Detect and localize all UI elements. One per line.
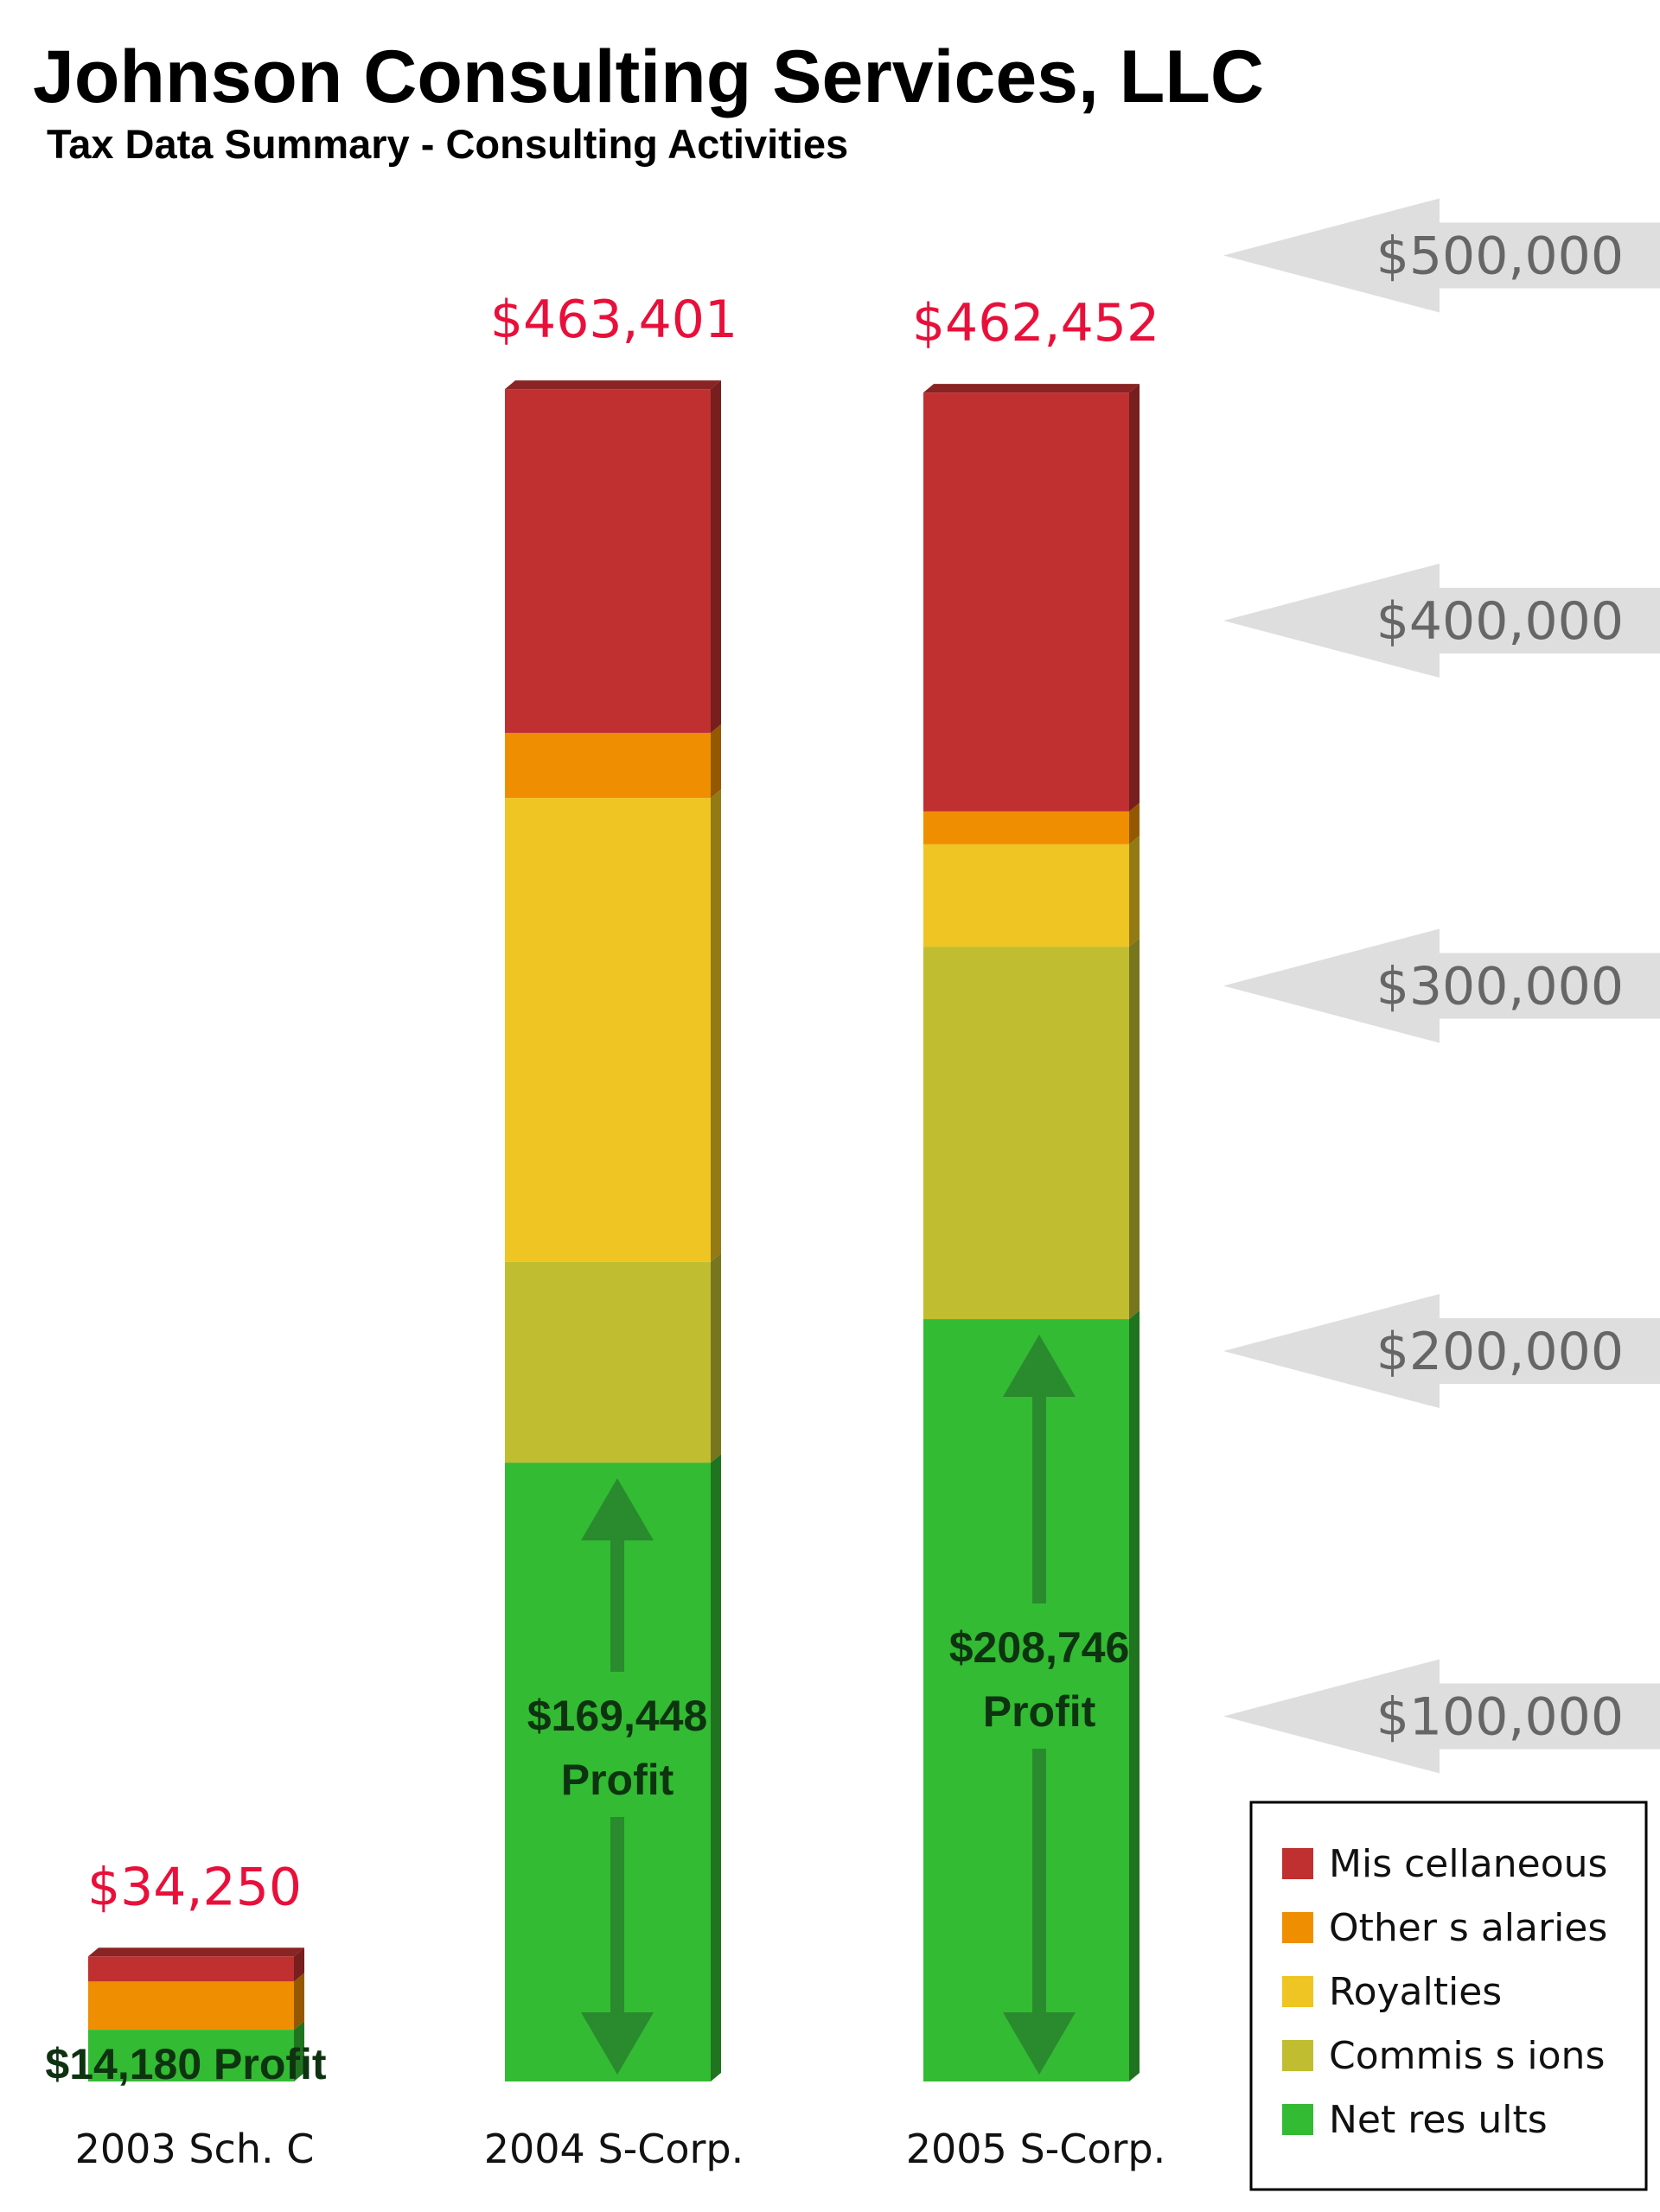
bar-segment-side	[1129, 938, 1140, 1320]
y-tick: $100,000	[1223, 1659, 1660, 1774]
legend-swatch	[1282, 2104, 1313, 2135]
bar-top-face	[505, 380, 721, 390]
bar-segment	[88, 1956, 294, 1982]
bar-total-label: $34,250	[87, 1857, 302, 1917]
y-tick-label: $300,000	[1376, 957, 1624, 1017]
y-tick-arrow	[1223, 928, 1660, 1043]
profit-word-label: Profit	[561, 1756, 674, 1804]
legend-label: Mis cellaneous	[1329, 1842, 1607, 1886]
bar-total-label: $463,401	[490, 290, 737, 350]
bar-segment-side	[294, 1973, 304, 2030]
arrow-up-icon	[581, 1478, 654, 1541]
arrow-stem	[610, 1539, 624, 1672]
y-tick: $300,000	[1223, 928, 1660, 1043]
y-tick-label: $400,000	[1376, 591, 1624, 652]
bar-segment	[923, 947, 1129, 1320]
chart-title: Johnson Consulting Services, LLC	[33, 35, 1264, 118]
bar-segment-side	[711, 1253, 721, 1463]
profit-value-label: $169,448	[527, 1692, 708, 1740]
profit-word-label: Profit	[983, 1687, 1096, 1736]
category-label: 2003 Sch. C	[75, 2126, 315, 2172]
y-tick: $200,000	[1223, 1294, 1660, 1408]
category-label: 2005 S-Corp.	[906, 2126, 1165, 2172]
arrow-down-icon	[1003, 2012, 1076, 2075]
legend-swatch	[1282, 1848, 1313, 1879]
bar-segment-side	[294, 1947, 304, 1982]
bar-segment	[505, 732, 711, 799]
legend-label: Royalties	[1329, 1970, 1502, 2014]
arrow-up-icon	[1003, 1335, 1076, 1398]
bar-segment	[88, 2030, 294, 2081]
y-tick: $500,000	[1223, 198, 1660, 313]
bar-segment-side	[711, 789, 721, 1262]
legend-swatch	[1282, 2040, 1313, 2071]
bar-segment	[88, 1981, 294, 2030]
y-tick-arrow	[1223, 564, 1660, 678]
bar-segment-side	[1129, 835, 1140, 947]
y-tick-arrow	[1223, 1294, 1660, 1408]
legend: Mis cellaneous Other s alaries Royalties Co…	[1249, 1801, 1648, 2191]
bar-segment	[923, 844, 1129, 947]
category-label: 2004 S-Corp.	[484, 2126, 744, 2172]
bar-segment	[505, 798, 711, 1262]
y-tick-label: $200,000	[1376, 1322, 1624, 1382]
bar-segment	[923, 811, 1129, 845]
y-tick-arrow	[1223, 198, 1660, 313]
arrow-stem	[1032, 1395, 1046, 1603]
bar-segment-side	[711, 1454, 721, 2081]
profit-annotation: $208,746 Profit	[949, 1335, 1130, 2075]
bar-segment-side	[711, 724, 721, 799]
arrow-stem	[610, 1817, 624, 2012]
bar-stack	[505, 380, 721, 2081]
bar-stack	[923, 384, 1140, 2081]
bar-segment-side	[711, 380, 721, 733]
legend-swatch	[1282, 1976, 1313, 2007]
legend-label: Net res ults	[1329, 2098, 1548, 2142]
chart-subtitle: Tax Data Summary - Consulting Activities	[47, 121, 848, 167]
y-tick: $400,000	[1223, 564, 1660, 678]
y-tick-arrow	[1223, 1659, 1660, 1774]
legend-swatch	[1282, 1912, 1313, 1943]
bar-segment-side	[1129, 1310, 1140, 2081]
bar-total-label: $462,452	[912, 293, 1159, 354]
profit-value-label: $208,746	[949, 1623, 1130, 1672]
y-tick-label: $100,000	[1376, 1687, 1624, 1748]
profit-annotation: $169,448 Profit	[527, 1478, 708, 2075]
y-tick-label: $500,000	[1376, 226, 1624, 287]
profit-label: $14,180 Profit	[45, 2040, 327, 2088]
bar-segment	[505, 1463, 711, 2081]
arrow-stem	[1032, 1749, 1046, 2012]
bar-segment	[505, 1261, 711, 1463]
bar-segment-side	[1129, 802, 1140, 845]
bar-segment	[923, 392, 1129, 812]
legend-label: Commis s ions	[1329, 2034, 1605, 2078]
arrow-down-icon	[581, 2012, 654, 2075]
bar-segment-side	[294, 2021, 304, 2081]
legend-label: Other s alaries	[1329, 1906, 1607, 1950]
legend-box	[1249, 1801, 1648, 2191]
bar-segment-side	[1129, 384, 1140, 812]
bar-segment	[505, 389, 711, 733]
bar-segment	[923, 1319, 1129, 2081]
bar-top-face	[923, 384, 1140, 393]
bar-top-face	[88, 1947, 304, 1957]
bar-stack	[88, 1947, 304, 2081]
